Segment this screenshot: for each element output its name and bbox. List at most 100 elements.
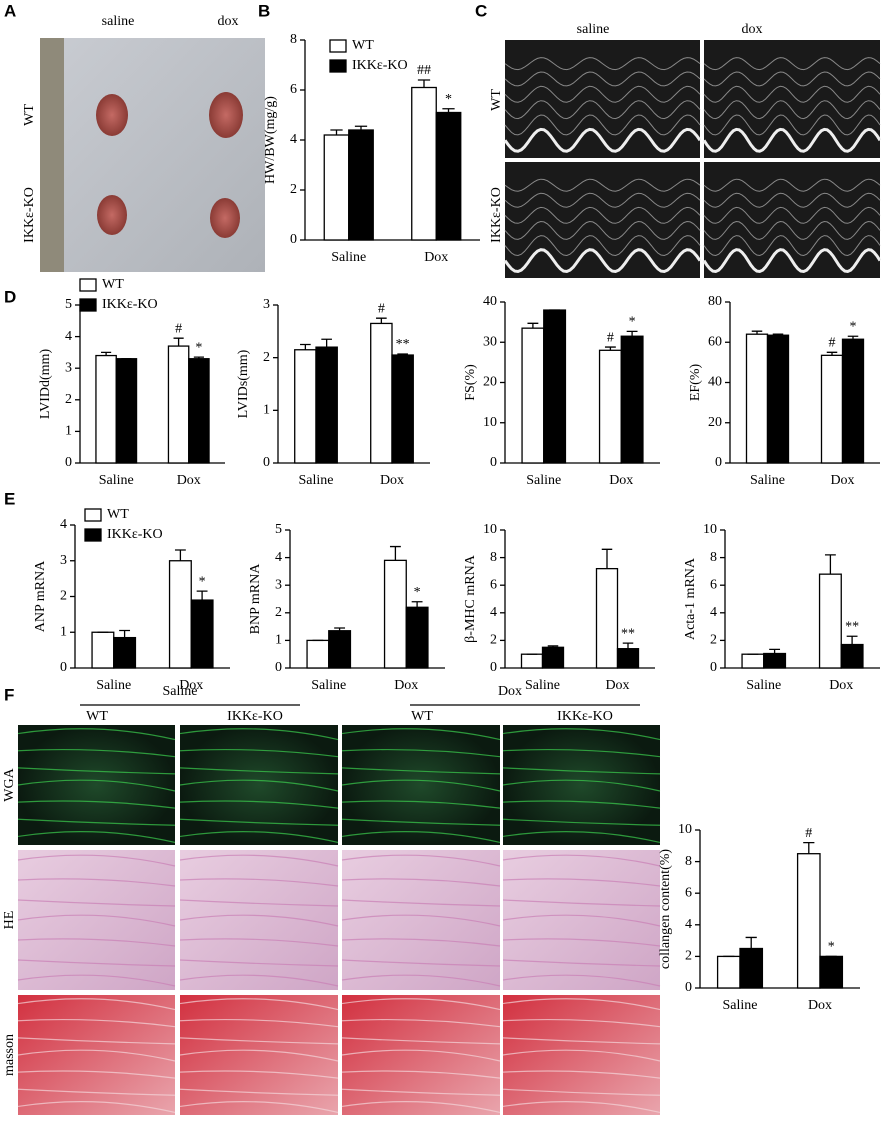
y-tick-label: 20 bbox=[483, 375, 497, 390]
y-tick-label: 0 bbox=[490, 660, 497, 675]
panel-label: C bbox=[475, 1, 487, 20]
y-tick-label: 0 bbox=[715, 455, 722, 470]
x-tick-label: Dox bbox=[830, 473, 854, 488]
group-label: Saline bbox=[163, 684, 198, 699]
histology-image bbox=[342, 850, 500, 990]
bar bbox=[168, 560, 192, 669]
x-tick-label: Saline bbox=[99, 473, 134, 488]
y-tick-label: 0 bbox=[290, 232, 297, 247]
bar bbox=[306, 639, 330, 669]
legend-swatch bbox=[329, 39, 347, 53]
legend-swatch bbox=[84, 528, 102, 542]
y-tick-label: 4 bbox=[490, 605, 497, 620]
row-label: WGA bbox=[2, 767, 17, 801]
x-tick-label: Saline bbox=[526, 473, 561, 488]
bar bbox=[411, 86, 437, 241]
error-bar bbox=[824, 554, 836, 575]
tissue-fiber bbox=[179, 779, 339, 792]
significance-label: # bbox=[378, 301, 385, 316]
error-bar bbox=[601, 548, 613, 569]
tissue-fiber bbox=[179, 1088, 339, 1096]
tissue-fiber bbox=[502, 899, 661, 907]
echo-trace bbox=[702, 248, 882, 274]
echo-trace bbox=[504, 71, 701, 87]
error-bar bbox=[330, 129, 343, 135]
echo-trace bbox=[504, 100, 701, 120]
histology-image bbox=[18, 850, 175, 990]
x-tick-label: Saline bbox=[723, 998, 758, 1013]
y-tick-label: 1 bbox=[275, 633, 282, 648]
y-tick-label: 8 bbox=[710, 550, 717, 565]
tissue-fiber bbox=[341, 878, 501, 887]
echo-trace bbox=[703, 114, 881, 136]
x-tick-label: Saline bbox=[746, 678, 781, 693]
tissue-fiber bbox=[341, 779, 501, 792]
significance-label: # bbox=[175, 321, 182, 336]
y-tick-label: 10 bbox=[483, 415, 497, 430]
y-tick-label: 1 bbox=[65, 424, 72, 439]
y-axis-label: collangen content(%) bbox=[658, 849, 673, 969]
tissue-fiber bbox=[502, 800, 661, 809]
echo-trace bbox=[504, 206, 701, 224]
tissue-fiber bbox=[502, 831, 661, 844]
tissue-fiber bbox=[502, 974, 661, 987]
y-tick-label: 8 bbox=[490, 550, 497, 565]
tissue-fiber bbox=[179, 1049, 339, 1062]
echo-trace bbox=[504, 220, 701, 240]
x-tick-label: Saline bbox=[525, 678, 560, 693]
heart bbox=[97, 195, 127, 235]
tissue-fiber bbox=[502, 767, 661, 775]
row-label: HE bbox=[2, 911, 17, 930]
bar bbox=[521, 327, 545, 464]
tissue-fiber bbox=[341, 1088, 501, 1096]
bar bbox=[520, 653, 544, 669]
tissue-fiber bbox=[341, 1049, 501, 1062]
y-tick-label: 0 bbox=[710, 660, 717, 675]
bar bbox=[763, 652, 787, 669]
significance-label: ## bbox=[417, 63, 431, 78]
error-bar bbox=[751, 330, 763, 335]
bar bbox=[620, 335, 644, 464]
bar bbox=[115, 358, 138, 464]
echo-trace bbox=[703, 220, 881, 240]
error-bar bbox=[527, 322, 539, 329]
tissue-fiber bbox=[502, 1018, 661, 1028]
y-tick-label: 10 bbox=[483, 522, 497, 537]
x-tick-label: Dox bbox=[394, 678, 418, 693]
y-tick-label: 10 bbox=[703, 522, 717, 537]
panel-label: D bbox=[4, 287, 16, 306]
y-tick-label: 1 bbox=[60, 624, 67, 639]
histology-image bbox=[180, 725, 338, 845]
tissue-fiber bbox=[179, 818, 339, 826]
tissue-fiber bbox=[179, 748, 339, 758]
tissue-fiber bbox=[17, 899, 176, 907]
row-label: WT bbox=[489, 89, 504, 111]
panel-label: B bbox=[258, 1, 270, 20]
bar bbox=[188, 358, 210, 464]
error-bar bbox=[334, 627, 346, 631]
tissue-fiber bbox=[341, 914, 501, 927]
bar bbox=[294, 349, 317, 464]
tissue-fiber bbox=[341, 1018, 501, 1028]
tissue-fiber bbox=[341, 959, 501, 967]
y-tick-label: 3 bbox=[275, 577, 282, 592]
x-tick-label: Dox bbox=[380, 473, 404, 488]
echo-trace bbox=[504, 114, 701, 136]
tissue-fiber bbox=[179, 959, 339, 967]
tissue-fiber bbox=[179, 1037, 339, 1045]
histology-image bbox=[503, 725, 660, 845]
error-bar bbox=[321, 338, 332, 348]
echo-trace bbox=[504, 57, 701, 71]
bar bbox=[819, 955, 844, 989]
panel-label: A bbox=[4, 1, 16, 20]
tissue-fiber bbox=[17, 767, 176, 775]
echo-trace bbox=[703, 57, 881, 71]
histology-images bbox=[17, 725, 661, 1115]
bar bbox=[766, 334, 790, 464]
tissue-fiber bbox=[341, 974, 501, 987]
y-tick-label: 0 bbox=[60, 660, 67, 675]
tissue-fiber bbox=[502, 818, 661, 826]
error-bar bbox=[442, 108, 455, 113]
y-tick-label: 2 bbox=[65, 392, 72, 407]
error-bar bbox=[389, 545, 401, 561]
